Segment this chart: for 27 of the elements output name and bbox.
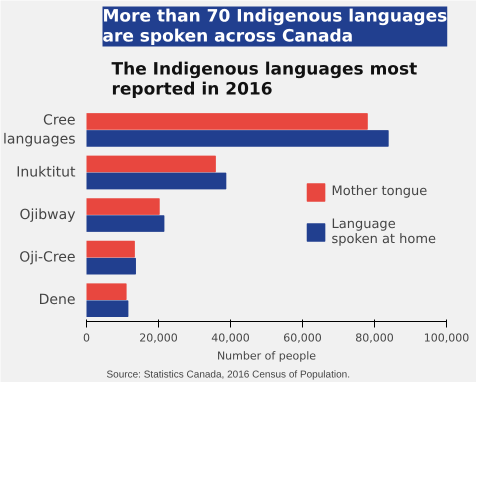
y-tick-label: Oji-Cree bbox=[19, 250, 76, 266]
x-tick-label: 80,000 bbox=[355, 332, 394, 344]
x-tick-label: 40,000 bbox=[211, 332, 250, 344]
x-tick-label: 20,000 bbox=[139, 332, 178, 344]
y-tick-label: Dene bbox=[38, 292, 76, 308]
x-tick-label: 100,000 bbox=[424, 332, 470, 344]
y-tick-label: Inuktitut bbox=[16, 164, 76, 180]
legend-label: Mother tongue bbox=[332, 184, 428, 199]
chart-title: More than 70 Indigenous languages are spoken across Canada bbox=[102, 6, 448, 46]
source-note: Source: Statistics Canada, 2016 Census of Population. bbox=[106, 370, 350, 380]
legend-label: Language spoken at home bbox=[332, 216, 436, 246]
bar bbox=[86, 113, 368, 130]
bar bbox=[86, 130, 389, 147]
x-tick-label: 60,000 bbox=[283, 332, 322, 344]
bar bbox=[86, 198, 160, 215]
bar bbox=[86, 215, 164, 232]
bar bbox=[86, 283, 127, 300]
x-axis-title: Number of people bbox=[216, 350, 316, 362]
y-tick-label: Cree languages bbox=[3, 112, 76, 148]
bar bbox=[86, 172, 226, 190]
bar bbox=[86, 240, 135, 258]
bar bbox=[86, 258, 136, 274]
y-tick-label: Ojibway bbox=[20, 207, 76, 224]
x-tick-label: 0 bbox=[83, 332, 90, 344]
chart-subtitle: The Indigenous languages most reported in 2016 bbox=[112, 60, 418, 100]
bar bbox=[86, 300, 128, 318]
bar bbox=[86, 156, 216, 172]
